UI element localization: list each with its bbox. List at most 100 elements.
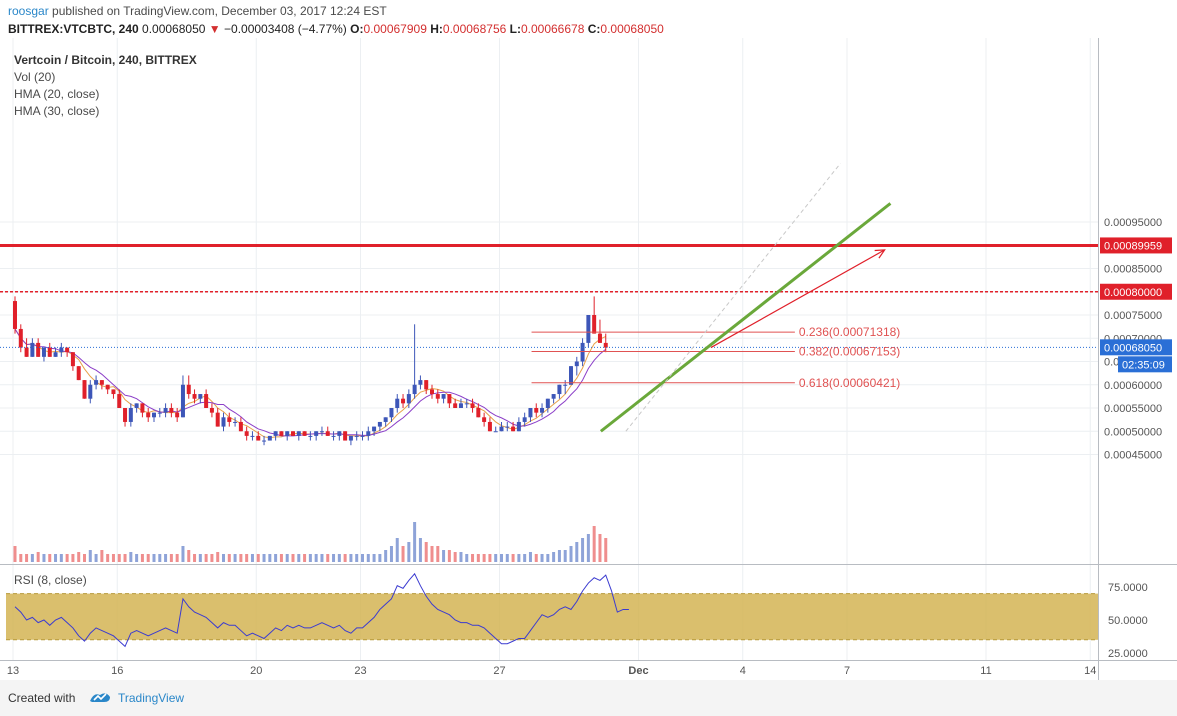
volume-bar <box>476 554 480 562</box>
price-chart[interactable]: 0.236(0.00071318) 0.382(0.00067153) 0.618(… <box>0 0 1177 680</box>
volume-bar <box>378 554 382 562</box>
volume-bar <box>30 554 34 562</box>
symbol-label: BITTREX:VTCBTC, 240 <box>8 22 139 36</box>
candle-body <box>464 403 469 405</box>
time-tick-label: 7 <box>844 665 850 677</box>
volume-bar <box>361 554 364 562</box>
rsi-tick-label: 75.0000 <box>1108 582 1148 594</box>
time-tick-label: Dec <box>628 665 648 677</box>
author-link[interactable]: roosgar <box>8 4 49 18</box>
candle-body <box>233 421 238 423</box>
candle-body <box>105 384 110 390</box>
volume-bar <box>453 552 457 562</box>
candle-body <box>383 417 388 422</box>
candle-body <box>528 408 533 418</box>
volume-bar <box>210 554 214 562</box>
low-label: L: <box>509 22 521 36</box>
volume-bar <box>534 554 538 562</box>
candle-body <box>401 398 406 404</box>
volume-bar <box>274 554 278 562</box>
candle-body <box>424 380 429 390</box>
price-tick-label: 0.00075000 <box>1104 310 1162 322</box>
time-tick-label: 13 <box>7 665 19 677</box>
fib-level-label: 0.618(0.00060421) <box>799 376 900 390</box>
volume-bar <box>239 554 243 562</box>
volume-bar <box>297 554 301 562</box>
volume-bar <box>505 554 509 562</box>
candle-body <box>441 394 446 399</box>
close-label: C: <box>587 22 601 36</box>
volume-bar <box>198 554 202 562</box>
volume-bar <box>227 554 231 562</box>
volume-bar <box>245 554 249 562</box>
rsi-tick-label: 50.0000 <box>1108 615 1148 627</box>
candle-body <box>435 394 440 399</box>
candle-body <box>215 412 220 427</box>
resistance-high-tag-bg <box>1100 237 1172 254</box>
time-tick-label: 4 <box>740 665 746 677</box>
candle-body <box>180 384 185 418</box>
volume-bar <box>488 554 492 562</box>
grid <box>0 38 1177 680</box>
volume-bar <box>187 550 191 562</box>
candle-body <box>53 352 58 357</box>
candle-body <box>569 366 573 385</box>
volume-bar <box>523 554 527 562</box>
volume-bar <box>279 554 283 562</box>
candle-body <box>18 328 23 348</box>
candle-body <box>76 366 81 381</box>
candle-body <box>128 408 133 422</box>
volume-bar <box>332 554 336 562</box>
candle-body <box>574 361 579 367</box>
volume-bar <box>129 552 133 562</box>
volume-bar <box>581 538 585 562</box>
rsi-legend: RSI (8, close) <box>14 573 87 587</box>
candle-body <box>372 426 377 432</box>
volume-bar <box>401 546 405 562</box>
candle-body <box>36 342 41 357</box>
volume-bar <box>552 552 556 562</box>
publish-info: roosgar published on TradingView.com, De… <box>8 4 387 18</box>
volume-bar <box>586 534 590 562</box>
footer: Created with TradingView <box>0 680 1177 716</box>
rsi-tick-label: 25.0000 <box>1108 648 1148 660</box>
candle-body <box>296 431 301 436</box>
resistance-low-tag-bg <box>1100 283 1172 300</box>
channel-line <box>625 163 841 432</box>
volume-bar <box>106 554 110 562</box>
low-value: 0.00066678 <box>520 22 585 36</box>
tradingview-link[interactable]: TradingView <box>118 691 185 705</box>
legend-vol: Vol (20) <box>14 70 56 84</box>
candle-body <box>111 389 116 395</box>
candle-body <box>267 435 272 441</box>
volume-bar <box>418 538 422 562</box>
candle-body <box>94 380 99 385</box>
candle-body <box>348 435 353 441</box>
candle-body <box>366 431 371 436</box>
rsi-panel <box>6 572 1098 648</box>
volume-bar <box>557 550 561 562</box>
candle-body <box>377 421 382 427</box>
projection-arrow <box>710 249 885 349</box>
volume-bar <box>517 554 521 562</box>
candle-body <box>227 417 232 422</box>
volume-bar <box>152 554 156 562</box>
price-tick-label: 0.00055000 <box>1104 403 1162 415</box>
volume-bar <box>598 534 602 562</box>
fib-level-label: 0.236(0.00071318) <box>799 325 900 339</box>
candle-body <box>291 431 295 436</box>
price-tick-label: 0.00060000 <box>1104 380 1162 392</box>
plot-area <box>0 38 1098 564</box>
volume-bar <box>164 554 168 562</box>
candle-body <box>70 352 75 367</box>
volume-bar <box>36 552 40 562</box>
volume-bar <box>117 554 121 562</box>
candle-body <box>511 426 516 432</box>
axes: 0.00045000 0.00050000 0.00055000 0.00060000… <box>7 217 1172 677</box>
price-change: −0.00003408 (−4.77%) <box>224 22 347 36</box>
volume-bar <box>546 554 550 562</box>
candle-body <box>545 398 550 408</box>
volume-bar <box>366 554 370 562</box>
candle-body <box>88 384 93 399</box>
volume-bar <box>262 554 266 562</box>
